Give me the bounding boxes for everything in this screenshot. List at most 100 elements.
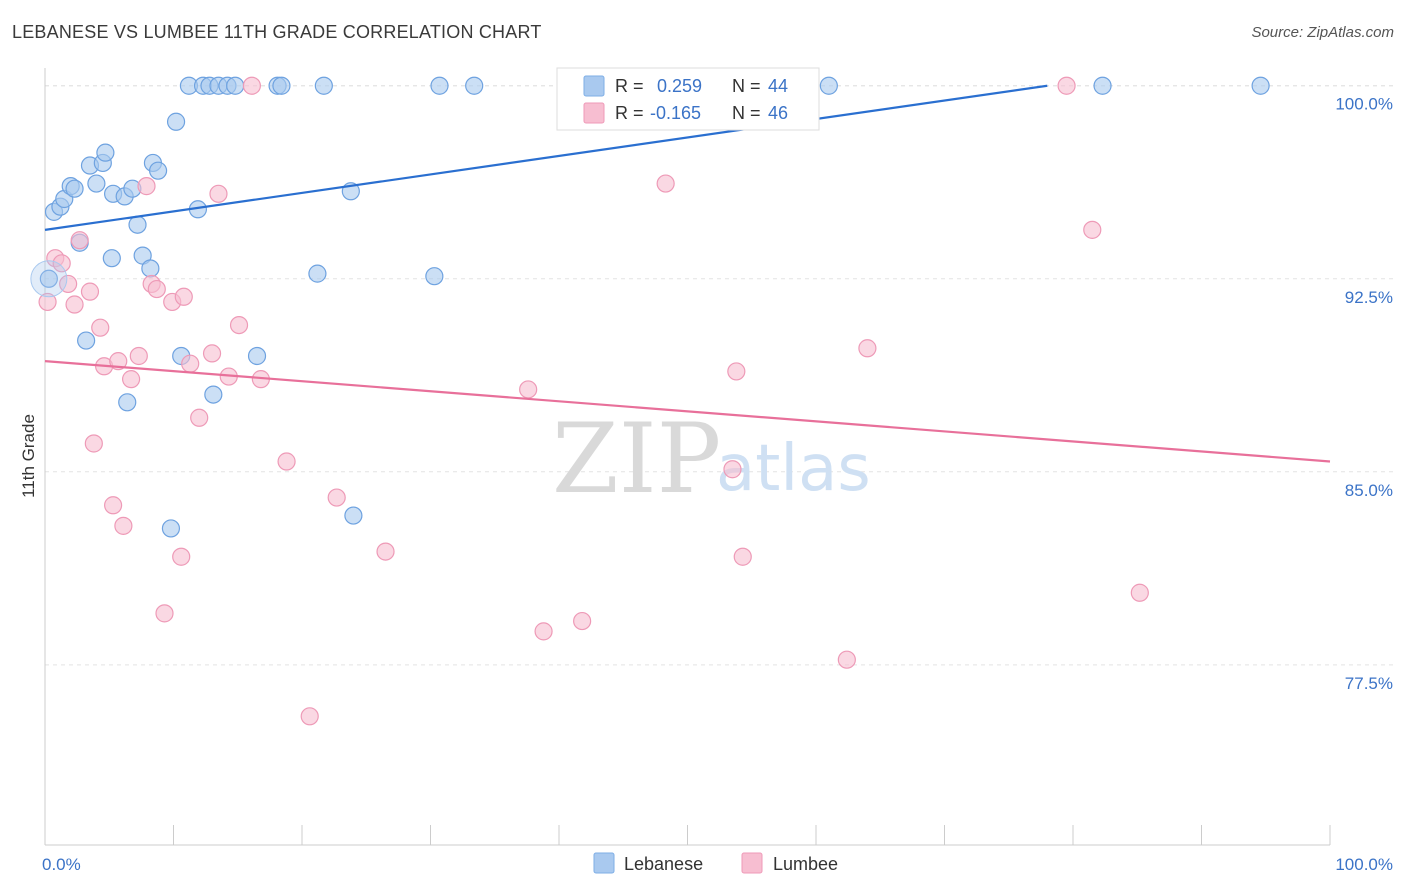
legend-label-lebanese: Lebanese bbox=[624, 854, 703, 874]
trend-line-lebanese bbox=[44, 84, 1048, 231]
point-lumbee bbox=[137, 177, 156, 196]
point-lebanese bbox=[128, 215, 147, 234]
point-lumbee bbox=[858, 339, 877, 358]
point-lebanese bbox=[314, 76, 333, 95]
point-lumbee bbox=[174, 287, 193, 306]
point-lebanese bbox=[118, 393, 137, 412]
point-lebanese bbox=[465, 76, 484, 95]
point-lebanese bbox=[77, 331, 96, 350]
y-tick-label: 85.0% bbox=[1345, 481, 1393, 500]
trend-line-lumbee bbox=[44, 360, 1331, 463]
point-lumbee bbox=[109, 352, 128, 371]
point-lumbee bbox=[84, 434, 103, 453]
point-lumbee bbox=[172, 547, 191, 566]
point-lumbee bbox=[1057, 76, 1076, 95]
point-lumbee bbox=[129, 346, 148, 366]
point-lebanese bbox=[430, 76, 449, 95]
point-lumbee bbox=[727, 362, 746, 381]
point-cluster-lebanese bbox=[30, 260, 68, 298]
stats-legend: R = 0.259 N = 44 R = -0.165 N = 46 bbox=[556, 67, 820, 131]
point-lebanese bbox=[308, 264, 327, 283]
point-lebanese bbox=[166, 112, 186, 131]
point-lebanese bbox=[161, 519, 181, 538]
point-lebanese bbox=[87, 174, 106, 193]
point-lumbee bbox=[376, 542, 395, 561]
point-lebanese bbox=[96, 143, 115, 162]
point-lumbee bbox=[91, 318, 110, 337]
point-lumbee bbox=[104, 496, 123, 515]
series-legend: Lebanese Lumbee bbox=[593, 852, 838, 874]
point-lumbee bbox=[837, 650, 856, 669]
legend-r-label: R = bbox=[615, 103, 644, 123]
point-lebanese bbox=[141, 259, 160, 278]
point-lumbee bbox=[80, 282, 100, 301]
data-points bbox=[30, 76, 1270, 726]
point-lumbee bbox=[121, 370, 141, 389]
point-lumbee bbox=[147, 279, 166, 299]
point-lebanese bbox=[247, 346, 267, 366]
point-lumbee bbox=[209, 184, 228, 203]
watermark-atlas: atlas bbox=[716, 432, 871, 506]
watermark: ZIP atlas bbox=[552, 403, 871, 515]
point-lebanese bbox=[344, 506, 363, 525]
point-lebanese bbox=[226, 76, 245, 95]
watermark-zip: ZIP bbox=[552, 403, 721, 515]
point-lumbee bbox=[114, 516, 133, 535]
x-tick-labels: 0.0% 100.0% bbox=[42, 855, 1393, 874]
y-tick-labels: 100.0% 92.5% 85.0% 77.5% bbox=[1335, 95, 1393, 693]
point-lebanese bbox=[204, 385, 223, 404]
point-lebanese bbox=[39, 269, 58, 288]
point-lumbee bbox=[190, 408, 209, 427]
point-lumbee bbox=[1083, 220, 1102, 239]
point-lebanese bbox=[102, 249, 121, 268]
point-lumbee bbox=[242, 76, 261, 95]
point-lumbee bbox=[519, 380, 538, 399]
point-lumbee bbox=[65, 295, 84, 314]
point-lumbee bbox=[1130, 583, 1149, 602]
y-tick-label: 77.5% bbox=[1345, 674, 1393, 693]
point-lumbee bbox=[300, 707, 319, 726]
y-axis-label: 11th Grade bbox=[19, 414, 38, 498]
x-tick-label: 100.0% bbox=[1335, 855, 1393, 874]
legend-r-label: R = bbox=[615, 76, 644, 96]
point-lumbee bbox=[38, 292, 57, 312]
gridlines bbox=[45, 85, 1395, 666]
point-lebanese bbox=[425, 267, 444, 286]
axes bbox=[44, 68, 1331, 846]
legend-n-value: 44 bbox=[768, 76, 788, 96]
point-lumbee bbox=[534, 622, 553, 641]
point-lebanese bbox=[65, 179, 84, 198]
point-lumbee bbox=[52, 254, 71, 273]
point-lumbee bbox=[656, 174, 675, 193]
x-tick-label: 0.0% bbox=[42, 855, 81, 874]
legend-swatch-lebanese bbox=[593, 852, 615, 874]
legend-swatch-lumbee bbox=[741, 852, 763, 874]
point-lebanese bbox=[148, 161, 168, 180]
legend-swatch-lebanese bbox=[583, 75, 605, 97]
point-lumbee bbox=[155, 604, 174, 623]
legend-n-value: 46 bbox=[768, 103, 788, 123]
chart-title: LEBANESE VS LUMBEE 11TH GRADE CORRELATIO… bbox=[12, 22, 542, 42]
legend-r-value: -0.165 bbox=[650, 103, 701, 123]
point-lumbee bbox=[723, 460, 742, 479]
point-lumbee bbox=[733, 547, 752, 566]
point-lebanese bbox=[819, 76, 838, 95]
point-lumbee bbox=[573, 611, 592, 631]
point-lumbee bbox=[327, 488, 346, 507]
y-tick-label: 100.0% bbox=[1335, 95, 1393, 114]
point-lumbee bbox=[229, 315, 249, 335]
point-lumbee bbox=[202, 344, 222, 363]
point-lumbee bbox=[181, 354, 200, 373]
point-lebanese bbox=[1251, 76, 1270, 95]
legend-label-lumbee: Lumbee bbox=[773, 854, 838, 874]
legend-swatch-lumbee bbox=[583, 102, 605, 124]
source-label: Source: ZipAtlas.com bbox=[1251, 24, 1394, 41]
y-tick-label: 92.5% bbox=[1345, 288, 1393, 307]
point-lebanese bbox=[1093, 76, 1112, 95]
legend-n-label: N = bbox=[732, 76, 761, 96]
trend-lines bbox=[44, 84, 1331, 463]
point-lebanese bbox=[272, 76, 291, 95]
legend-n-label: N = bbox=[732, 103, 761, 123]
point-lumbee bbox=[70, 231, 89, 250]
